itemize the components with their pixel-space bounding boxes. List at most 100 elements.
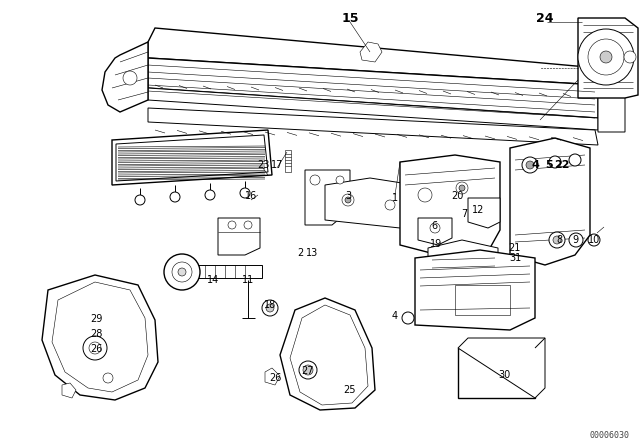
Text: 20: 20 xyxy=(451,191,463,201)
Text: 6: 6 xyxy=(431,221,437,231)
Circle shape xyxy=(310,175,320,185)
Circle shape xyxy=(624,51,636,63)
Polygon shape xyxy=(102,42,148,112)
Polygon shape xyxy=(458,338,545,398)
Circle shape xyxy=(336,176,344,184)
Polygon shape xyxy=(415,250,535,330)
Text: 27: 27 xyxy=(301,366,313,376)
Polygon shape xyxy=(148,108,598,145)
Polygon shape xyxy=(116,135,268,181)
Text: 7: 7 xyxy=(461,209,467,219)
Text: 8: 8 xyxy=(556,235,562,245)
Circle shape xyxy=(123,71,137,85)
Circle shape xyxy=(600,51,612,63)
Polygon shape xyxy=(418,218,452,245)
Circle shape xyxy=(549,156,561,168)
Circle shape xyxy=(89,342,101,354)
Polygon shape xyxy=(265,368,280,385)
Circle shape xyxy=(170,192,180,202)
Text: 28: 28 xyxy=(90,329,102,339)
Circle shape xyxy=(205,190,215,200)
Text: 18: 18 xyxy=(264,300,276,310)
Circle shape xyxy=(418,188,432,202)
Text: 15: 15 xyxy=(341,12,359,25)
Text: 17: 17 xyxy=(271,160,283,170)
Circle shape xyxy=(342,194,354,206)
Circle shape xyxy=(522,157,538,173)
Text: 1: 1 xyxy=(392,193,398,203)
Text: 29: 29 xyxy=(90,314,102,324)
Text: 31: 31 xyxy=(509,253,521,263)
Circle shape xyxy=(345,197,351,203)
Polygon shape xyxy=(148,28,598,85)
Circle shape xyxy=(262,300,278,316)
Circle shape xyxy=(569,233,583,247)
Circle shape xyxy=(588,39,624,75)
Circle shape xyxy=(103,373,113,383)
Polygon shape xyxy=(428,240,498,290)
Polygon shape xyxy=(112,130,272,185)
Polygon shape xyxy=(42,275,158,400)
Circle shape xyxy=(526,161,534,169)
Text: 30: 30 xyxy=(498,370,510,380)
Circle shape xyxy=(228,221,236,229)
Circle shape xyxy=(240,188,250,198)
Circle shape xyxy=(178,268,186,276)
Circle shape xyxy=(266,304,274,312)
Polygon shape xyxy=(290,305,368,405)
Text: 11: 11 xyxy=(242,275,254,285)
Polygon shape xyxy=(280,298,375,410)
Circle shape xyxy=(164,254,200,290)
Text: 22: 22 xyxy=(554,160,570,170)
Polygon shape xyxy=(325,178,415,228)
Circle shape xyxy=(244,221,252,229)
Circle shape xyxy=(578,29,634,85)
Text: 21: 21 xyxy=(508,243,520,253)
Polygon shape xyxy=(468,198,500,228)
Text: 26: 26 xyxy=(269,373,281,383)
Text: 2: 2 xyxy=(297,248,303,258)
Circle shape xyxy=(135,195,145,205)
Circle shape xyxy=(402,312,414,324)
Polygon shape xyxy=(458,348,535,398)
Text: 24: 24 xyxy=(536,12,554,25)
Circle shape xyxy=(549,232,565,248)
Polygon shape xyxy=(400,155,500,258)
Text: 13: 13 xyxy=(306,248,318,258)
Polygon shape xyxy=(52,282,148,392)
Text: 14: 14 xyxy=(207,275,219,285)
Circle shape xyxy=(588,234,600,246)
Text: 25: 25 xyxy=(343,385,355,395)
Text: 4: 4 xyxy=(531,160,539,170)
Text: 5: 5 xyxy=(545,160,553,170)
Text: 16: 16 xyxy=(245,191,257,201)
Text: 3: 3 xyxy=(345,191,351,201)
Polygon shape xyxy=(188,265,262,278)
Circle shape xyxy=(459,185,465,191)
Circle shape xyxy=(83,336,107,360)
Circle shape xyxy=(303,365,313,375)
Circle shape xyxy=(456,182,468,194)
Bar xyxy=(455,285,510,315)
Circle shape xyxy=(569,154,581,166)
Circle shape xyxy=(172,262,192,282)
Polygon shape xyxy=(62,383,76,398)
Circle shape xyxy=(385,200,395,210)
Text: 10: 10 xyxy=(588,235,600,245)
Text: 26: 26 xyxy=(90,344,102,354)
Polygon shape xyxy=(510,138,590,265)
Polygon shape xyxy=(218,218,260,255)
Polygon shape xyxy=(578,18,638,98)
Text: 23: 23 xyxy=(257,160,269,170)
Circle shape xyxy=(553,236,561,244)
Polygon shape xyxy=(148,58,598,118)
Circle shape xyxy=(299,361,317,379)
Polygon shape xyxy=(360,42,382,62)
Polygon shape xyxy=(595,60,625,132)
Text: 4: 4 xyxy=(392,311,398,321)
Text: 12: 12 xyxy=(472,205,484,215)
Text: 00006030: 00006030 xyxy=(590,431,630,440)
Text: 9: 9 xyxy=(572,235,578,245)
Bar xyxy=(285,150,291,172)
Circle shape xyxy=(430,223,440,233)
